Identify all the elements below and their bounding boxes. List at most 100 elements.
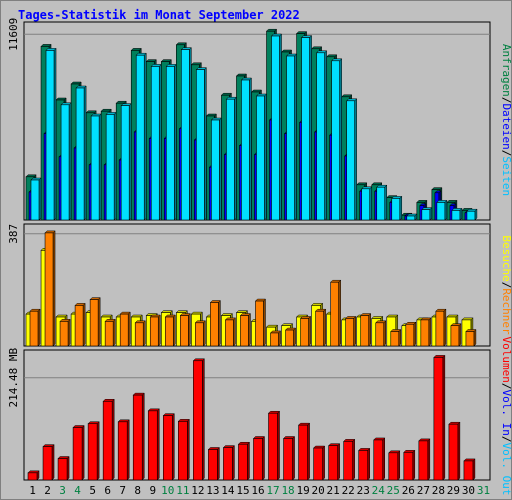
traffic-bar-seiten-26-top bbox=[406, 213, 418, 217]
visits-bar-rechner-13 bbox=[209, 299, 221, 347]
traffic-ymax-label: 11609 bbox=[7, 18, 20, 51]
day-label-21: 21 bbox=[327, 484, 340, 497]
visits-bar-rechner-21-face bbox=[330, 281, 339, 347]
traffic-bar-seiten-29-face bbox=[451, 210, 461, 221]
traffic-bar-anfragen-1-top bbox=[25, 174, 37, 178]
visits-bar-rechner-10-side bbox=[173, 314, 176, 347]
visits-bar-rechner-3-face bbox=[59, 321, 69, 347]
traffic-bar-seiten-10 bbox=[165, 63, 177, 221]
traffic-bar-seiten-27 bbox=[421, 206, 433, 221]
volume-legend-1: / bbox=[500, 383, 512, 390]
traffic-bar-anfragen-3-top bbox=[55, 97, 67, 101]
visits-bar-rechner-19 bbox=[299, 315, 312, 347]
traffic-bar-seiten-4 bbox=[75, 85, 87, 221]
volume-bar-volumen-2-face bbox=[42, 446, 53, 481]
traffic-bar-anfragen-24-top bbox=[371, 182, 383, 186]
traffic-bar-seiten-7-top bbox=[120, 103, 132, 106]
visits-bar-rechner-8-side bbox=[142, 320, 146, 347]
visits-bar-rechner-20-face bbox=[315, 310, 324, 347]
traffic-bar-seiten-9-side bbox=[159, 63, 162, 221]
visits-legend: Besuche/Rechner bbox=[500, 235, 512, 335]
traffic-bar-seiten-25-face bbox=[391, 198, 401, 221]
traffic-bar-seiten-7 bbox=[120, 102, 132, 221]
day-label-12: 12 bbox=[191, 484, 204, 497]
traffic-legend-0: Anfragen bbox=[500, 44, 512, 97]
visits-bar-rechner-11-side bbox=[188, 312, 191, 347]
volume-bar-volumen-21-face bbox=[328, 445, 338, 481]
visits-bar-rechner-19-face bbox=[300, 318, 309, 347]
visits-bar-rechner-1 bbox=[29, 308, 41, 347]
traffic-bar-seiten-13-side bbox=[219, 117, 222, 221]
traffic-bar-seiten-8-face bbox=[135, 54, 145, 221]
volume-legend-2: Vol. In bbox=[500, 390, 512, 436]
visits-bar-rechner-10 bbox=[164, 314, 176, 347]
volume-bar-volumen-12 bbox=[192, 358, 205, 481]
traffic-bar-seiten-13-top bbox=[210, 117, 222, 121]
visits-bar-rechner-11 bbox=[179, 312, 191, 347]
traffic-bar-seiten-14-face bbox=[226, 98, 235, 221]
visits-bar-rechner-14-face bbox=[225, 319, 234, 347]
day-label-25: 25 bbox=[387, 484, 400, 497]
traffic-bar-seiten-25 bbox=[391, 195, 403, 221]
traffic-bar-seiten-4-side bbox=[83, 85, 87, 221]
visits-bar-rechner-26-face bbox=[405, 323, 415, 347]
traffic-bar-seiten-5 bbox=[90, 113, 102, 221]
volume-bar-volumen-19-face bbox=[298, 424, 308, 481]
traffic-bar-seiten-16-face bbox=[256, 95, 265, 221]
volume-bar-volumen-24 bbox=[373, 437, 386, 481]
traffic-bar-seiten-22 bbox=[346, 98, 358, 221]
volume-legend-4: Vol. Out bbox=[500, 442, 512, 495]
volume-bar-volumen-13 bbox=[207, 446, 220, 481]
volume-bar-volumen-16 bbox=[252, 435, 266, 481]
visits-bar-rechner-9-side bbox=[158, 314, 161, 347]
traffic-bar-seiten-26-face bbox=[406, 215, 416, 221]
volume-bar-volumen-12-side bbox=[202, 358, 205, 481]
volume-bar-volumen-3 bbox=[57, 455, 70, 481]
visits-bar-rechner-18-face bbox=[285, 329, 294, 347]
traffic-bar-seiten-23 bbox=[361, 186, 373, 221]
traffic-legend-3: / bbox=[500, 150, 512, 157]
traffic-bar-seiten-26 bbox=[406, 213, 418, 221]
volume-bar-volumen-18-face bbox=[283, 438, 293, 481]
visits-bar-rechner-30 bbox=[465, 328, 477, 347]
visits-ymax-label: 387 bbox=[7, 224, 20, 244]
day-label-31: 31 bbox=[477, 484, 490, 497]
volume-bar-volumen-22-top bbox=[343, 439, 356, 442]
day-label-24: 24 bbox=[372, 484, 386, 497]
visits-bar-rechner-21 bbox=[330, 279, 342, 347]
traffic-bar-seiten-12-face bbox=[196, 69, 205, 221]
volume-bar-volumen-13-face bbox=[208, 449, 218, 481]
visits-bar-rechner-28 bbox=[435, 308, 447, 347]
volume-bar-volumen-7-face bbox=[117, 421, 128, 481]
visits-bar-rechner-26 bbox=[405, 321, 417, 347]
visits-bar-rechner-15 bbox=[239, 312, 252, 347]
traffic-bar-seiten-5-top bbox=[90, 113, 102, 117]
volume-bar-volumen-8-side bbox=[141, 392, 145, 481]
volume-bar-volumen-5-side bbox=[96, 421, 100, 481]
visits-bar-rechner-5-side bbox=[97, 296, 101, 347]
volume-bar-volumen-25-face bbox=[388, 452, 399, 481]
traffic-bar-seiten-27-face bbox=[421, 209, 431, 221]
traffic-bar-seiten-8 bbox=[135, 52, 147, 221]
volume-bar-volumen-13-side bbox=[217, 446, 220, 481]
volume-bar-volumen-23-face bbox=[358, 450, 369, 481]
volume-legend-0: Volumen bbox=[500, 337, 512, 383]
traffic-bar-seiten-15-face bbox=[241, 79, 250, 221]
volume-bar-volumen-3-face bbox=[57, 458, 68, 481]
visits-bar-rechner-12-side bbox=[203, 320, 206, 347]
day-label-5: 5 bbox=[89, 484, 96, 497]
traffic-bar-seiten-11-face bbox=[181, 49, 190, 221]
day-label-27: 27 bbox=[417, 484, 430, 497]
volume-bar-volumen-17-face bbox=[268, 412, 278, 481]
traffic-bar-seiten-11-side bbox=[189, 46, 192, 221]
visits-legend-2: Rechner bbox=[500, 288, 512, 335]
volume-bar-volumen-20-face bbox=[313, 447, 323, 481]
volume-bar-volumen-28 bbox=[433, 354, 446, 481]
traffic-bar-seiten-5-side bbox=[98, 113, 102, 221]
visits-legend-1: / bbox=[500, 282, 512, 289]
volume-bar-volumen-4 bbox=[72, 424, 85, 481]
traffic-bar-seiten-17 bbox=[270, 33, 283, 221]
volume-bar-volumen-24-face bbox=[373, 439, 384, 481]
volume-bar-volumen-15-face bbox=[238, 443, 248, 481]
